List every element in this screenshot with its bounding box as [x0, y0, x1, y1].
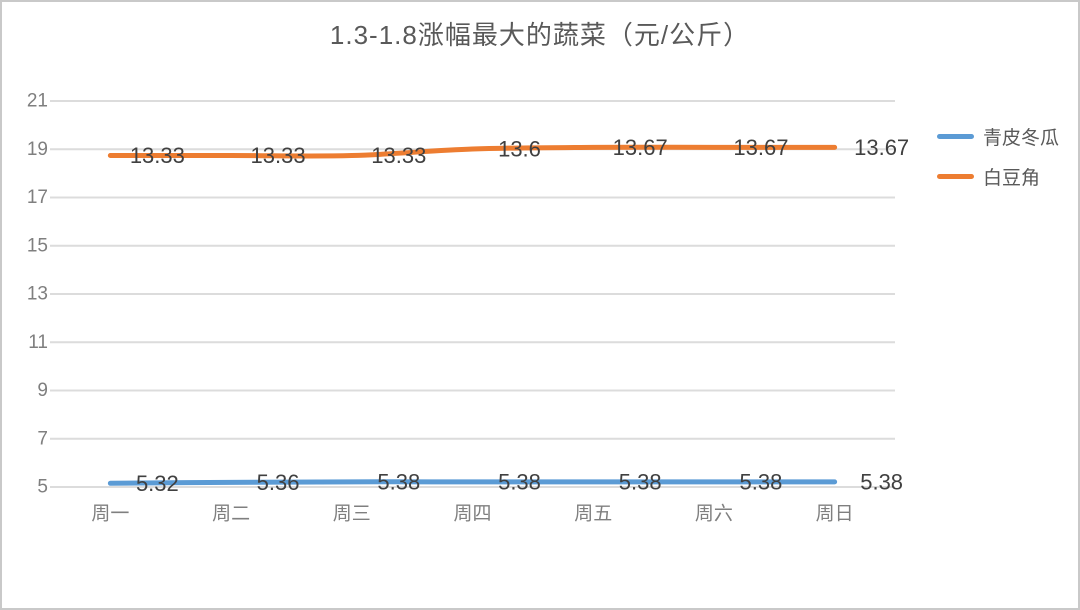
- x-axis-tick-label: 周三: [333, 504, 371, 525]
- data-label: 13.33: [251, 143, 306, 168]
- x-axis-tick-label: 周一: [91, 504, 129, 525]
- legend-label: 白豆角: [983, 167, 1041, 189]
- data-label: 5.32: [136, 471, 179, 496]
- y-axis-tick-label: 15: [27, 235, 48, 256]
- x-axis-tick-label: 周五: [574, 504, 612, 525]
- series-line-青皮冬瓜: [107, 479, 838, 486]
- data-label: 5.38: [619, 469, 662, 494]
- data-label: 13.67: [613, 135, 668, 160]
- data-label: 13.6: [498, 137, 541, 162]
- legend-line-swatch-blue: [937, 133, 974, 139]
- y-axis-tick-label: 19: [27, 139, 48, 160]
- chart-title: 1.3-1.8涨幅最大的蔬菜（元/公斤）: [329, 20, 751, 50]
- legend-item-baidoujiao: 白豆角: [937, 162, 1059, 190]
- y-axis-tick-label: 7: [37, 428, 48, 449]
- y-axis-tick-label: 11: [28, 332, 48, 353]
- y-axis-tick-label: 21: [27, 91, 48, 112]
- data-label: 13.33: [130, 143, 185, 168]
- data-label: 5.38: [740, 469, 783, 494]
- x-axis-tick-label: 周日: [816, 504, 854, 525]
- y-axis-tick-label: 13: [27, 284, 48, 305]
- series-line-白豆角: [107, 144, 838, 159]
- data-label: 13.67: [854, 135, 909, 160]
- data-label: 5.38: [377, 469, 420, 494]
- data-label: 13.33: [371, 143, 426, 168]
- y-axis-tick-label: 5: [37, 477, 48, 498]
- x-axis-tick-label: 周六: [695, 503, 733, 525]
- y-axis-tick-label: 17: [27, 187, 48, 208]
- data-label: 5.36: [257, 470, 300, 495]
- x-axis-tick-label: 周二: [212, 504, 250, 525]
- y-axis-tick-label: 9: [37, 380, 48, 401]
- data-label: 13.67: [733, 135, 788, 160]
- legend-line-swatch-orange: [937, 173, 974, 179]
- data-label: 5.38: [498, 469, 541, 494]
- x-axis-tick-label: 周四: [453, 504, 491, 525]
- legend: 青皮冬瓜 白豆角: [937, 122, 1059, 190]
- legend-label: 青皮冬瓜: [983, 127, 1060, 149]
- legend-item-qingpidonggua: 青皮冬瓜: [937, 122, 1059, 150]
- data-label: 5.38: [860, 469, 903, 494]
